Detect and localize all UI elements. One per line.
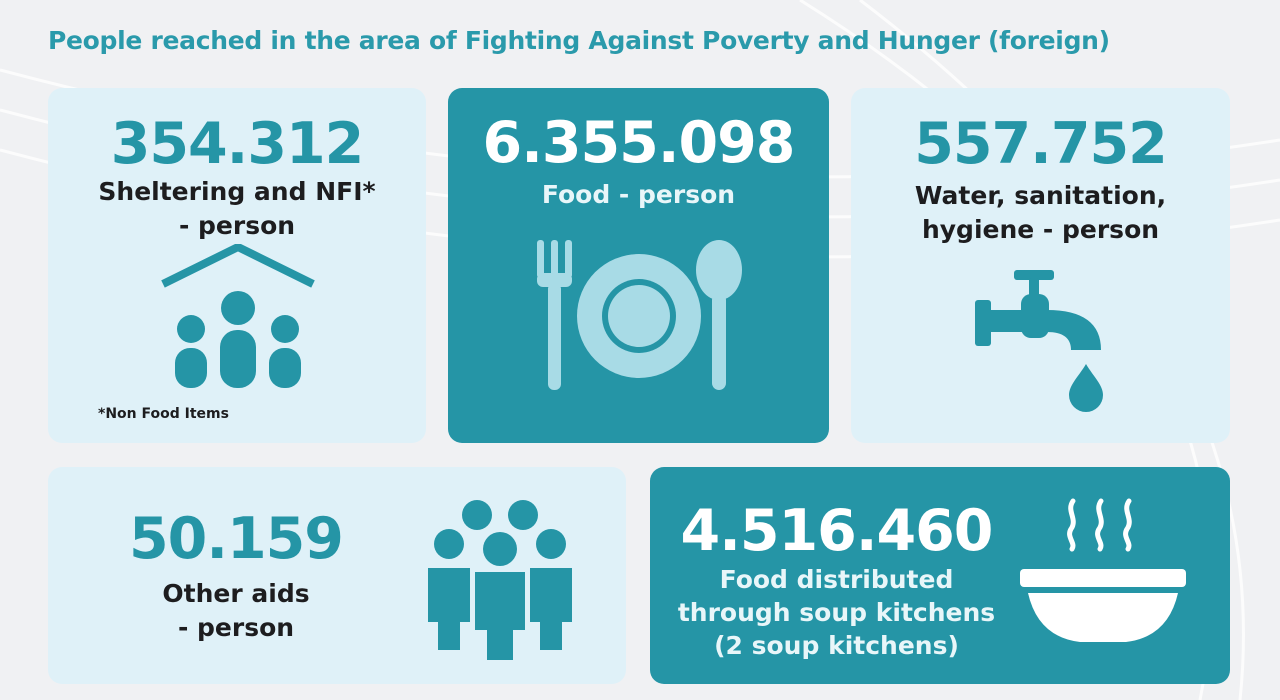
other-aids-label: Other aids - person [162,579,310,642]
soup-kitchens-label: Food distributed through soup kitchens (… [677,565,996,660]
sheltering-label: Sheltering and NFI* - person [98,177,376,240]
soup-kitchens-value: 4.516.460 [680,498,994,564]
plate-fork-spoon-icon [537,240,742,390]
people-group-icon [428,500,572,660]
food-label: Food - person [541,180,736,209]
food-value: 6.355.098 [482,110,796,176]
other-aids-value: 50.159 [129,506,344,572]
water-label: Water, sanitation, hygiene - person [914,181,1167,244]
sheltering-value: 354.312 [110,111,365,177]
shelter-people-icon [161,244,315,388]
card-sheltering: 354.312 Sheltering and NFI* - person *No… [48,88,426,443]
card-soup-kitchens: 4.516.460 Food distributed through soup … [650,467,1230,684]
water-value: 557.752 [914,111,1168,177]
soup-bowl-icon [1020,498,1186,642]
card-other-aids: 50.159 Other aids - person [48,467,626,684]
nfi-footnote: *Non Food Items [98,406,229,422]
card-water: 557.752 Water, sanitation, hygiene - per… [851,88,1230,443]
card-food: 6.355.098 Food - person [448,88,829,443]
water-tap-icon [975,270,1103,412]
page-title: People reached in the area of Fighting A… [48,26,1110,55]
